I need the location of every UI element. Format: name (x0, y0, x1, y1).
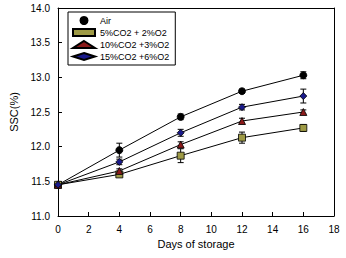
svg-text:Days of storage: Days of storage (157, 238, 234, 250)
svg-text:5%CO2 + 2%O2: 5%CO2 + 2%O2 (100, 28, 167, 38)
svg-text:14.0: 14.0 (31, 3, 51, 14)
svg-text:14: 14 (267, 224, 279, 235)
svg-text:11.0: 11.0 (31, 211, 50, 222)
svg-text:13.0: 13.0 (31, 72, 51, 83)
svg-text:Air: Air (100, 16, 111, 26)
svg-text:12.0: 12.0 (31, 141, 51, 152)
svg-text:12: 12 (236, 224, 248, 235)
svg-text:6: 6 (147, 224, 153, 235)
svg-text:12.5: 12.5 (31, 107, 51, 118)
svg-text:13.5: 13.5 (31, 37, 51, 48)
svg-text:2: 2 (86, 224, 92, 235)
svg-text:15%CO2 +6%O2: 15%CO2 +6%O2 (100, 52, 169, 62)
svg-text:8: 8 (178, 224, 184, 235)
svg-text:4: 4 (117, 224, 123, 235)
svg-text:16: 16 (298, 224, 310, 235)
svg-text:10: 10 (206, 224, 218, 235)
svg-text:0: 0 (55, 224, 61, 235)
svg-text:11.5: 11.5 (31, 176, 50, 187)
svg-text:SSC(%): SSC(%) (8, 92, 20, 132)
svg-text:18: 18 (328, 224, 340, 235)
svg-text:10%CO2 +3%O2: 10%CO2 +3%O2 (100, 40, 169, 50)
